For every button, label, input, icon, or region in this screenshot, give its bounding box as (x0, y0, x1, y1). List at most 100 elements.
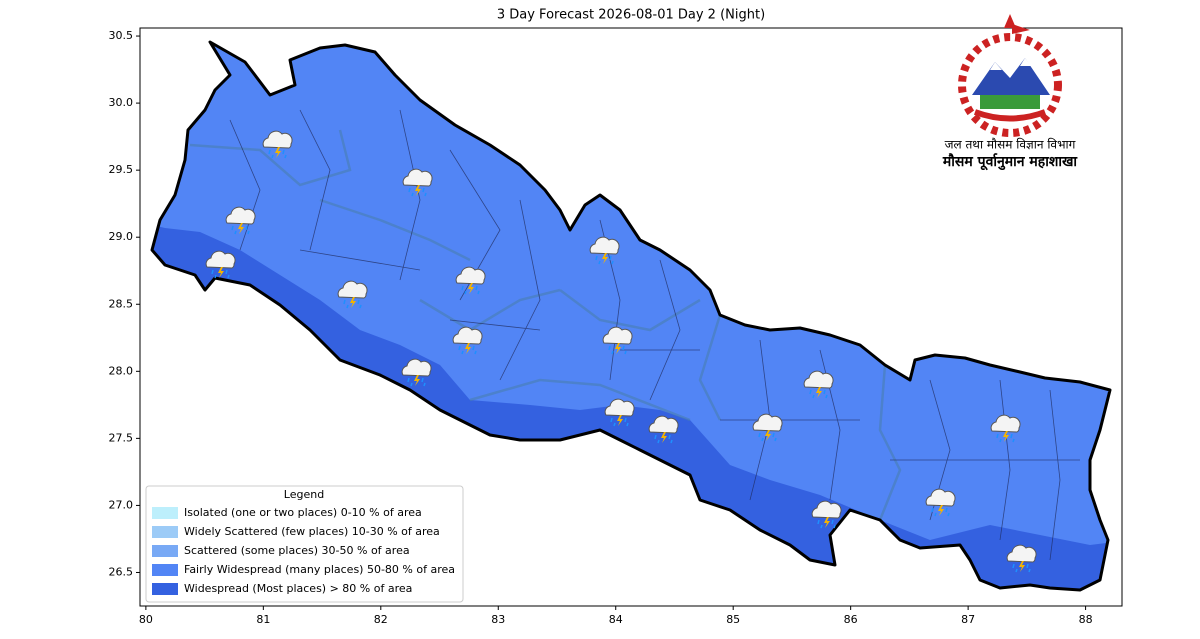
bolt (617, 415, 623, 426)
y-tick-label: 30.0 (109, 96, 134, 109)
logo (958, 14, 1062, 137)
storm-icon (604, 398, 635, 427)
y-tick-label: 27.5 (109, 431, 134, 444)
x-tick-label: 86 (844, 613, 858, 626)
chart-title: 3 Day Forecast 2026-08-01 Day 2 (Night) (497, 8, 765, 23)
cloud (648, 415, 679, 434)
bolt (275, 147, 281, 158)
bolt (816, 387, 822, 398)
storm-icon (925, 488, 956, 517)
logo-line-2: मौसम पूर्वानुमान महाशाखा (942, 153, 1079, 171)
cloud (925, 488, 956, 507)
cloud (990, 414, 1021, 433)
storm-icon (455, 266, 486, 295)
bolt (765, 430, 771, 441)
cloud (337, 280, 368, 299)
bolt (938, 505, 944, 516)
storm-icon (811, 500, 842, 529)
legend-label: Scattered (some places) 30-50 % of area (184, 544, 410, 557)
y-tick-label: 29.0 (109, 230, 134, 243)
legend-swatch (152, 526, 178, 538)
rain (758, 432, 777, 442)
rain (343, 299, 362, 309)
cloud (803, 370, 834, 389)
y-tick-label: 28.0 (109, 364, 134, 377)
bolt (1019, 561, 1025, 572)
cloud (205, 250, 236, 269)
x-tick-label: 88 (1079, 613, 1093, 626)
bolt (824, 517, 830, 528)
rain (268, 149, 287, 159)
storm-icon (401, 358, 432, 387)
cloud (262, 130, 293, 149)
legend-label: Widespread (Most places) > 80 % of area (184, 582, 412, 595)
rain (595, 255, 614, 265)
cloud (452, 326, 483, 345)
rain (211, 269, 230, 279)
rain (809, 389, 828, 399)
legend-swatch (152, 583, 178, 595)
cloud (811, 500, 842, 519)
legend-label: Widely Scattered (few places) 10-30 % of… (184, 525, 440, 538)
bolt (414, 375, 420, 386)
weather-icons (205, 130, 1037, 573)
x-tick-label: 87 (961, 613, 975, 626)
y-tick-label: 26.5 (109, 565, 134, 578)
logo-line-1: जल तथा मौसम विज्ञान विभाग (945, 138, 1076, 152)
cloud (604, 398, 635, 417)
x-tick-label: 83 (491, 613, 505, 626)
bolt (350, 297, 356, 308)
storm-icon (990, 414, 1021, 443)
cloud (602, 326, 633, 345)
bolt (602, 253, 608, 264)
legend-label: Fairly Widespread (many places) 50-80 % … (184, 563, 455, 576)
storm-icon (752, 413, 783, 442)
legend-title: Legend (284, 488, 324, 501)
bolt (218, 267, 224, 278)
y-tick-label: 28.5 (109, 297, 134, 310)
storm-icon (1006, 544, 1037, 573)
cloud (589, 236, 620, 255)
rain (817, 519, 836, 529)
legend-swatch (152, 564, 178, 576)
bolt (661, 432, 667, 443)
storm-icon (402, 168, 433, 197)
storm-icon (452, 326, 483, 355)
rain (996, 433, 1015, 443)
legend-label: Isolated (one or two places) 0-10 % of a… (184, 506, 422, 519)
rain (931, 507, 950, 517)
rain (610, 417, 629, 427)
bolt (1003, 431, 1009, 442)
storm-icon (205, 250, 236, 279)
rain (1012, 563, 1031, 573)
legend-swatch (152, 545, 178, 557)
rain (231, 225, 250, 235)
storm-icon (262, 130, 293, 159)
storm-icon (337, 280, 368, 309)
bolt (415, 185, 421, 196)
rain (608, 345, 627, 355)
storm-icon (648, 415, 679, 444)
x-tick-label: 81 (256, 613, 270, 626)
y-tick-label: 27.0 (109, 498, 134, 511)
cloud (1006, 544, 1037, 563)
storm-icon (803, 370, 834, 399)
x-tick-label: 84 (609, 613, 623, 626)
cloud (752, 413, 783, 432)
legend-swatch (152, 507, 178, 519)
x-tick-label: 85 (726, 613, 740, 626)
storm-icon (225, 206, 256, 235)
bolt (468, 283, 474, 294)
bolt (615, 343, 621, 354)
bolt (465, 343, 471, 354)
cloud (455, 266, 486, 285)
rain (407, 377, 426, 387)
cloud (225, 206, 256, 225)
x-tick-label: 82 (374, 613, 388, 626)
storm-icon (589, 236, 620, 265)
bolt (238, 223, 244, 234)
cloud (401, 358, 432, 377)
rain (458, 345, 477, 355)
cloud (402, 168, 433, 187)
